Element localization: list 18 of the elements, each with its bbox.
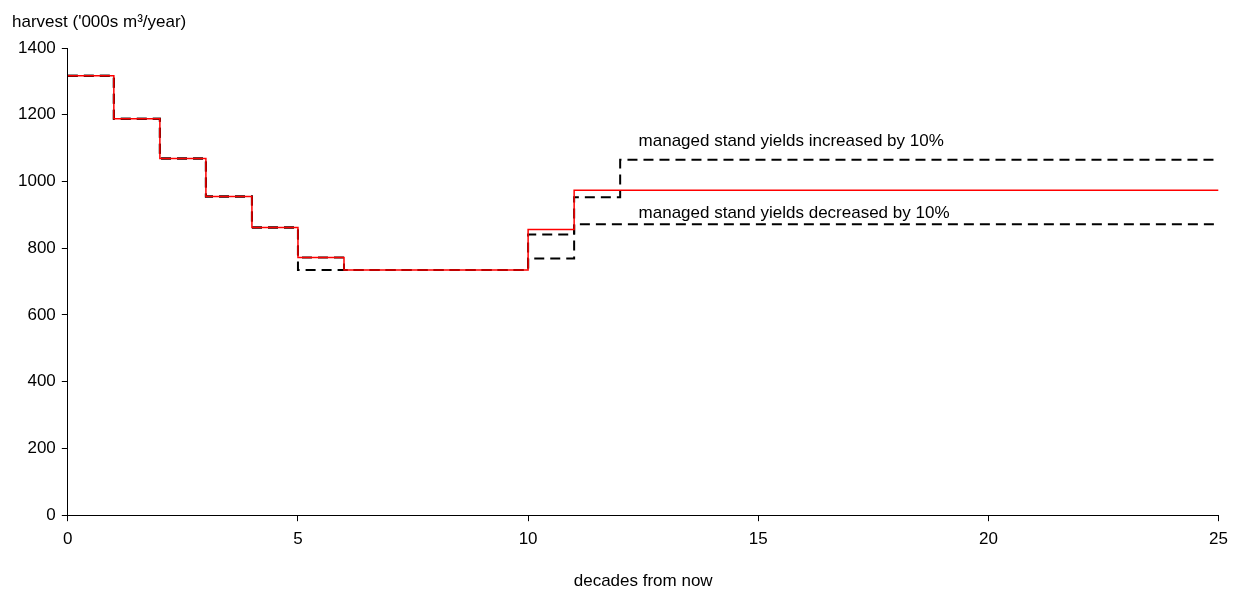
y-tick-label: 200 (27, 438, 56, 458)
annotation: managed stand yields decreased by 10% (638, 203, 950, 223)
x-axis-title: decades from now (573, 571, 714, 591)
x-tick-label: 20 (978, 529, 998, 549)
y-tick-label: 600 (27, 304, 56, 324)
x-tick-label: 15 (748, 529, 768, 549)
x-tick-label: 25 (1209, 529, 1229, 549)
y-tick-label: 1000 (17, 171, 56, 191)
y-tick-label: 1400 (17, 37, 56, 57)
x-tick-label: 5 (293, 529, 303, 549)
y-tick-label: 800 (27, 237, 56, 257)
y-tick-label: 1200 (17, 104, 56, 124)
y-tick-label: 0 (46, 504, 56, 524)
annotation: managed stand yields increased by 10% (638, 131, 944, 151)
y-tick-label: 400 (27, 371, 56, 391)
y-axis-title: harvest ('000s m³/year) (12, 12, 187, 32)
x-tick-label: 10 (518, 529, 538, 549)
x-tick-label: 0 (63, 529, 73, 549)
